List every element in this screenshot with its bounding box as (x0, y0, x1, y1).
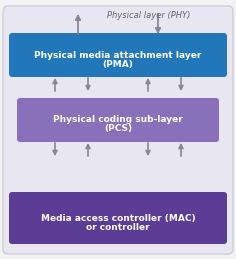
Text: Physical coding sub-layer: Physical coding sub-layer (53, 116, 183, 125)
FancyBboxPatch shape (3, 6, 233, 254)
FancyBboxPatch shape (9, 33, 227, 77)
Text: Media access controller (MAC): Media access controller (MAC) (41, 213, 195, 222)
Text: Physical media attachment layer: Physical media attachment layer (34, 51, 202, 60)
Text: (PCS): (PCS) (104, 125, 132, 133)
FancyBboxPatch shape (17, 98, 219, 142)
Text: (PMA): (PMA) (103, 60, 133, 68)
Text: or controller: or controller (86, 222, 150, 232)
FancyBboxPatch shape (9, 192, 227, 244)
Text: Physical layer (PHY): Physical layer (PHY) (107, 11, 190, 20)
